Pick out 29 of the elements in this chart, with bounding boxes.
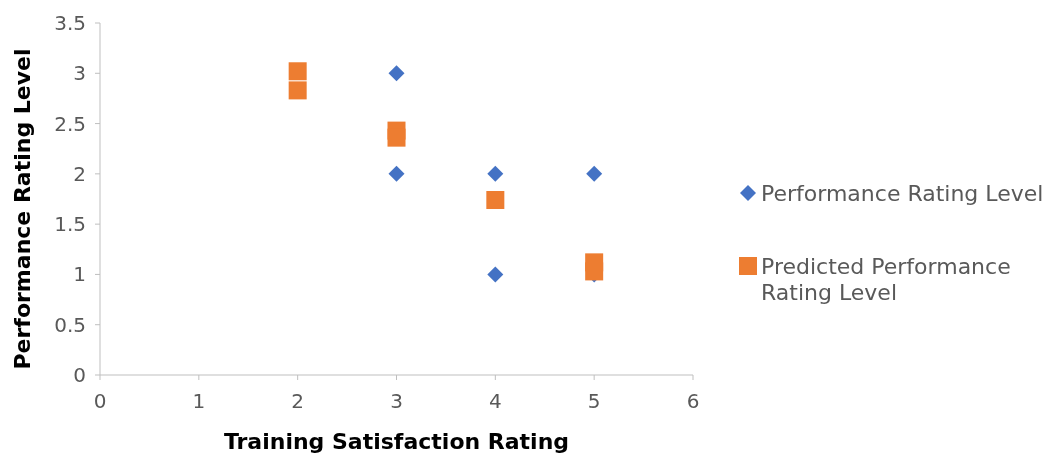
- y-tick-label: 2: [73, 161, 86, 186]
- y-tick-label: 1: [73, 262, 86, 287]
- legend-label: Predicted Performance Rating Level: [761, 253, 1011, 306]
- x-tick-label: 4: [488, 389, 502, 413]
- x-tick-label: 5: [587, 389, 601, 413]
- point: [585, 262, 604, 281]
- x-tick-label: 3: [390, 389, 403, 413]
- point: [387, 128, 406, 147]
- x-tick-label: 2: [291, 389, 305, 413]
- y-tick-label: 3: [73, 61, 86, 86]
- y-tick-label: 3.5: [54, 11, 86, 35]
- point: [487, 165, 504, 182]
- point: [288, 62, 307, 81]
- y-tick-label: 2.5: [54, 111, 86, 136]
- point: [487, 266, 504, 283]
- x-tick-label: 6: [686, 389, 700, 413]
- y-tick-label: 0: [73, 363, 86, 387]
- point: [388, 65, 405, 82]
- point: [288, 81, 307, 100]
- x-tick-label: 1: [192, 389, 206, 413]
- y-tick-label: 0.5: [54, 312, 86, 337]
- y-tick-label: 1.5: [54, 212, 86, 237]
- point: [586, 165, 603, 182]
- x-tick-label: 0: [93, 389, 107, 413]
- legend-label: Performance Rating Level: [761, 180, 1044, 206]
- point: [388, 165, 405, 182]
- x-axis-title: Training Satisfaction Rating: [223, 429, 570, 454]
- y-axis-title: Performance Rating Level: [10, 48, 35, 370]
- point: [486, 191, 505, 210]
